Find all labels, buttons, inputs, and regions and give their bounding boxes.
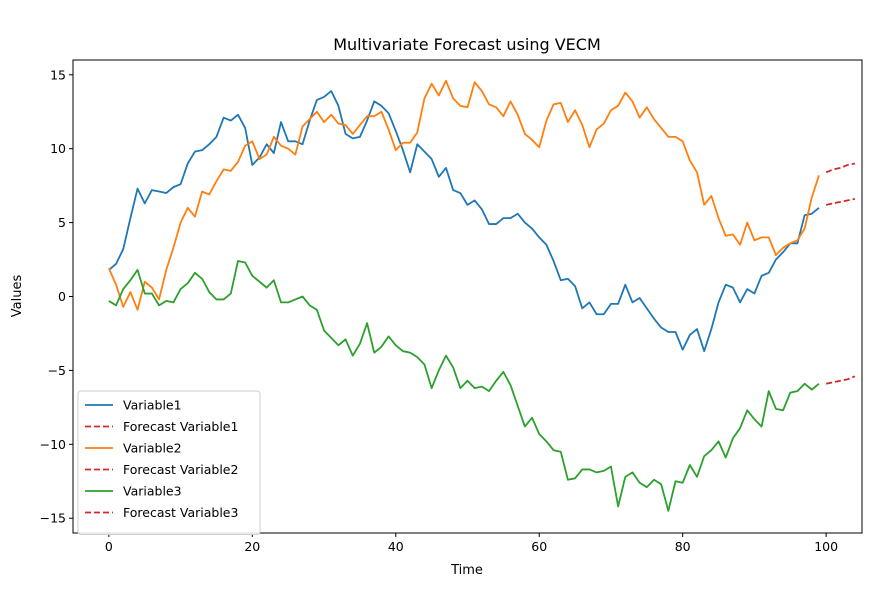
- axis-ticks: 0 20 40 60 80 100 −15 −10 −5 0 5 10 15: [40, 67, 839, 554]
- legend-label-variable3: Variable3: [123, 484, 182, 499]
- x-tick-label: 20: [244, 539, 260, 554]
- legend: Variable1 Forecast Variable1 Variable2 Fore…: [77, 390, 261, 535]
- legend-label-variable1: Variable1: [123, 398, 182, 413]
- y-tick-label: −15: [40, 511, 66, 526]
- legend-label-forecast-variable3: Forecast Variable3: [123, 505, 238, 520]
- x-tick-label: 100: [814, 539, 838, 554]
- series-layer: [108, 79, 856, 512]
- legend-label-variable2: Variable2: [123, 441, 182, 456]
- series-line-variable1: [108, 90, 820, 353]
- x-tick-label: 40: [388, 539, 404, 554]
- x-tick-label: 60: [531, 539, 547, 554]
- x-tick-label: 0: [105, 539, 113, 554]
- y-tick-label: 0: [58, 289, 66, 304]
- y-tick-label: 10: [50, 141, 66, 156]
- series-line-forecast-variable2: [825, 162, 856, 174]
- y-tick-label: −10: [40, 437, 66, 452]
- y-tick-label: 5: [58, 215, 66, 230]
- y-tick-label: −5: [48, 363, 66, 378]
- legend-label-forecast-variable2: Forecast Variable2: [123, 462, 238, 477]
- series-line-forecast-variable3: [825, 375, 856, 385]
- y-axis-label: Values: [10, 275, 25, 318]
- legend-label-forecast-variable1: Forecast Variable1: [123, 419, 238, 434]
- series-line-variable2: [108, 79, 820, 311]
- x-axis-label: Time: [450, 563, 483, 578]
- series-line-forecast-variable1: [825, 198, 856, 206]
- series-line-variable3: [108, 260, 820, 512]
- y-tick-label: 15: [50, 67, 66, 82]
- legend-box: [77, 390, 261, 535]
- x-tick-label: 80: [675, 539, 691, 554]
- chart-title: Multivariate Forecast using VECM: [333, 35, 601, 54]
